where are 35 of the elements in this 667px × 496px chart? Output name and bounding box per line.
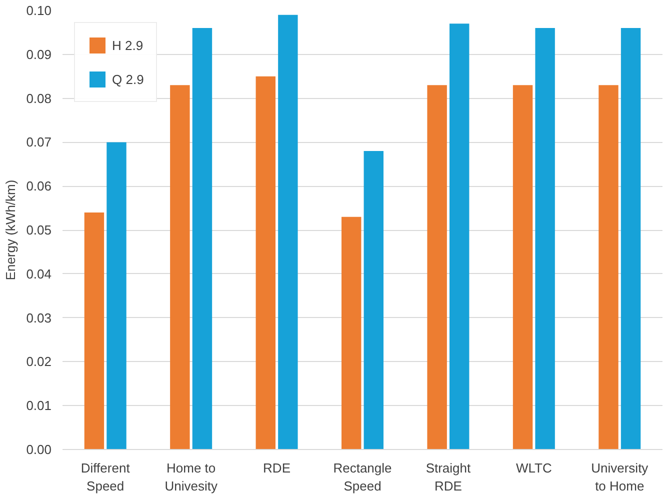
y-tick-label: 0.05 — [26, 222, 52, 238]
x-tick-label: Straight RDE — [426, 460, 472, 494]
bar — [84, 212, 104, 450]
y-tick-label: 0.04 — [26, 266, 52, 282]
y-tick-label: 0.03 — [26, 310, 52, 326]
bar — [256, 76, 276, 450]
x-tick-label: Different Speed — [80, 460, 130, 494]
bar — [450, 24, 470, 450]
y-tick-label: 0.06 — [26, 178, 52, 194]
x-tick-label: RDE — [263, 460, 291, 476]
bar — [535, 28, 555, 450]
x-tick-label: Rectangle Speed — [333, 460, 392, 494]
bar — [278, 14, 298, 450]
x-tick-label: Home to Univesity — [164, 460, 218, 494]
legend-label: Q 2.9 — [112, 72, 144, 86]
bar — [106, 142, 126, 450]
legend-label: H 2.9 — [112, 38, 144, 52]
bar — [364, 150, 384, 450]
bar — [427, 85, 447, 450]
bar — [620, 28, 641, 450]
y-tick-label: 0.00 — [26, 442, 52, 457]
x-tick-label: WLTC — [516, 460, 552, 476]
x-tick-label: University to Home — [591, 460, 649, 494]
y-tick-label: 0.10 — [26, 3, 52, 18]
y-axis-title: Energy (kWh/km) — [3, 180, 18, 280]
bar — [512, 85, 533, 450]
y-tick-label: 0.08 — [26, 90, 52, 106]
bar — [598, 85, 618, 450]
y-tick-label: 0.02 — [26, 354, 52, 370]
y-tick-label: 0.09 — [26, 46, 52, 62]
bar — [342, 216, 362, 450]
bar — [170, 85, 190, 450]
y-tick-label: 0.01 — [26, 398, 52, 414]
y-tick-label: 0.07 — [26, 134, 52, 150]
bar — [192, 28, 212, 450]
